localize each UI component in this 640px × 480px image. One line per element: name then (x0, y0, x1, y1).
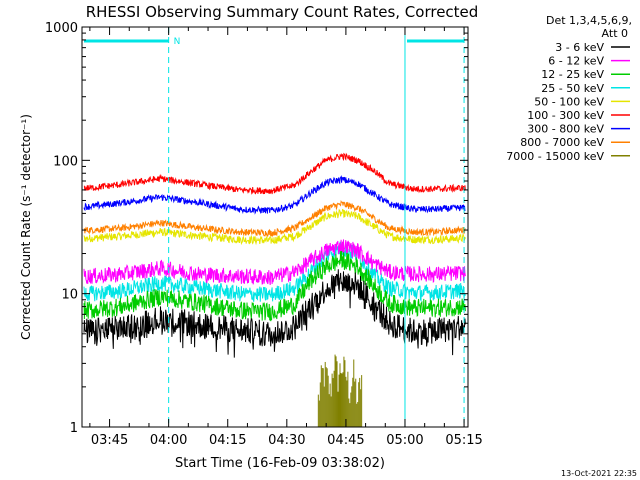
x-tick-label: 04:45 (327, 433, 364, 448)
series-6-12-kev (83, 239, 466, 286)
annotations-layer: N (84, 27, 465, 427)
x-tick-label: 04:15 (209, 433, 246, 448)
x-tick-label: 04:30 (268, 433, 305, 448)
y-tick-label: 1 (70, 421, 78, 436)
generation-timestamp: 13-Oct-2021 22:35 (561, 469, 637, 478)
series-800-7000-kev (83, 200, 466, 238)
legend-entry-label: 25 - 50 keV (541, 82, 604, 95)
series-7000-15000-kev (317, 354, 363, 427)
x-tick-label: 04:00 (150, 433, 187, 448)
legend-entry-label: 100 - 300 keV (527, 109, 604, 122)
y-axis: 1 10 100 1000 (45, 21, 468, 436)
legend-entry-label: 12 - 25 keV (541, 68, 604, 81)
legend-entry-label: 7000 - 15000 keV (506, 150, 604, 163)
x-tick-label: 05:15 (445, 433, 482, 448)
legend-entry-label: 6 - 12 keV (548, 55, 604, 68)
y-axis-label: Corrected Count Rate (s⁻¹ detector⁻¹) (19, 114, 33, 340)
x-axis-label: Start Time (16-Feb-09 03:38:02) (175, 456, 385, 471)
x-tick-label: 03:45 (91, 433, 128, 448)
legend-header-detectors: Det 1,3,4,5,6,9, (546, 14, 632, 27)
chart-title: RHESSI Observing Summary Count Rates, Co… (86, 3, 479, 21)
series-12-25-kev (83, 250, 466, 322)
x-axis: 03:45 04:00 04:15 04:30 04:45 05:00 05:15 (89, 27, 483, 448)
series-25-50-kev (83, 241, 466, 303)
series-3-6-kev (83, 269, 466, 358)
x-tick-label: 05:00 (386, 433, 423, 448)
y-tick-label: 100 (53, 154, 78, 169)
y-tick-label: 10 (61, 288, 78, 303)
legend-entry-label: 300 - 800 keV (527, 123, 604, 136)
y-tick-label: 1000 (45, 21, 78, 36)
series-50-100-kev (83, 208, 466, 246)
plot-frame (81, 26, 469, 428)
legend-entry-label: 800 - 7000 keV (520, 136, 604, 149)
series-100-300-kev (83, 152, 466, 195)
legend-entry-label: 3 - 6 keV (555, 41, 604, 54)
legend-header-attenuator: Att 0 (602, 27, 628, 40)
saa-flag-label: N (174, 37, 181, 47)
series-300-800-kev (83, 175, 466, 215)
legend-entry-label: 50 - 100 keV (534, 95, 604, 108)
series-traces (83, 152, 466, 427)
